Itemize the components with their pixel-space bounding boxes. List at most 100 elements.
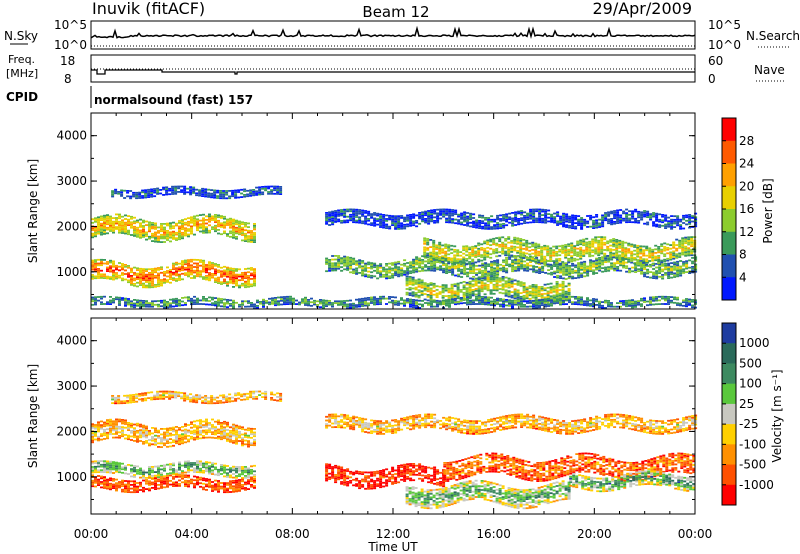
heatmap-cell: [493, 304, 496, 307]
heatmap-cell: [589, 304, 592, 307]
heatmap-cell: [409, 266, 413, 269]
heatmap-cell: [208, 218, 211, 221]
heatmap-cell: [328, 262, 332, 265]
heatmap-cell: [273, 185, 277, 188]
heatmap-cell: [379, 299, 382, 302]
heatmap-cell: [408, 281, 412, 284]
heatmap-cell: [496, 227, 500, 230]
heatmap-cell: [139, 303, 142, 306]
heatmap-cell: [433, 264, 437, 267]
heatmap-cell: [462, 252, 466, 255]
heatmap-cell: [232, 226, 235, 228]
heatmap-cell: [103, 233, 106, 235]
heatmap-cell: [432, 299, 436, 302]
heatmap-cell: [202, 213, 205, 216]
heatmap-cell: [130, 431, 133, 434]
heatmap-cell: [115, 422, 118, 424]
heatmap-cell: [496, 272, 500, 274]
heatmap-cell: [519, 281, 523, 284]
heatmap-cell: [322, 301, 325, 303]
heatmap-cell: [465, 287, 469, 290]
heatmap-cell: [553, 276, 557, 278]
heatmap-cell: [376, 223, 380, 226]
heatmap-cell: [382, 214, 386, 216]
heatmap-cell: [499, 225, 503, 228]
heatmap-cell: [115, 226, 118, 228]
heatmap-cell: [562, 268, 566, 271]
heatmap-cell: [679, 218, 683, 221]
heatmap-cell: [328, 301, 331, 304]
heatmap-cell: [364, 266, 368, 269]
heatmap-cell: [192, 188, 196, 191]
heatmap-cell: [244, 268, 247, 270]
heatmap-cell: [502, 226, 506, 229]
heatmap-cell: [691, 304, 694, 307]
heatmap-cell: [460, 214, 464, 217]
heatmap-cell: [433, 259, 437, 261]
heatmap-cell: [492, 248, 496, 251]
heatmap-cell: [139, 305, 142, 307]
heatmap-cell: [130, 282, 133, 284]
heatmap-cell: [546, 296, 550, 298]
heatmap-cell: [100, 219, 103, 221]
heatmap-cell: [211, 296, 214, 299]
heatmap-cell: [361, 305, 364, 307]
heatmap-cell: [172, 441, 175, 443]
heatmap-cell: [340, 209, 344, 211]
heatmap-cell: [388, 225, 392, 228]
heatmap-cell: [109, 278, 112, 280]
heatmap-cell: [547, 209, 551, 212]
heatmap-cell: [694, 269, 698, 271]
heatmap-cell: [178, 301, 181, 303]
heatmap-cell: [631, 210, 635, 213]
heatmap-cell: [445, 219, 449, 222]
heatmap-cell: [373, 264, 377, 267]
heatmap-cell: [495, 248, 499, 250]
heatmap-cell: [492, 287, 496, 290]
heatmap-cell: [448, 302, 451, 305]
heatmap-cell: [130, 223, 133, 225]
heatmap-cell: [454, 267, 458, 270]
heatmap-cell: [406, 299, 409, 302]
heatmap-cell: [658, 270, 662, 273]
heatmap-cell: [549, 258, 553, 261]
heatmap-cell: [636, 244, 640, 247]
heatmap-cell: [496, 266, 500, 269]
heatmap-cell: [562, 301, 565, 304]
heatmap-cell: [208, 272, 211, 274]
heatmap-cell: [529, 255, 533, 258]
heatmap-cell: [157, 429, 160, 432]
heatmap-cell: [462, 245, 466, 248]
heatmap-cell: [624, 241, 628, 244]
heatmap-cell: [465, 254, 469, 257]
heatmap-cell: [568, 268, 572, 271]
heatmap-cell: [130, 226, 133, 229]
heatmap-cell: [678, 256, 682, 258]
heatmap-cell: [289, 301, 292, 304]
heatmap-cell: [490, 268, 494, 270]
heatmap-cell: [468, 290, 472, 292]
heatmap-cell: [682, 268, 686, 271]
heatmap-cell: [139, 280, 142, 283]
heatmap-cell: [231, 195, 235, 198]
heatmap-cell: [592, 301, 595, 304]
heatmap-cell: [367, 297, 370, 299]
heatmap-cell: [514, 260, 518, 263]
heatmap-cell: [397, 270, 401, 272]
heatmap-cell: [658, 218, 662, 221]
heatmap-cell: [661, 219, 665, 222]
heatmap-cell: [373, 301, 376, 304]
heatmap-cell: [244, 286, 247, 289]
heatmap-cell: [370, 302, 373, 304]
heatmap-cell: [163, 271, 166, 273]
heatmap-cell: [337, 211, 341, 214]
heatmap-cell: [364, 302, 367, 305]
heatmap-cell: [405, 279, 409, 281]
heatmap-cell: [466, 221, 470, 223]
heatmap-cell: [199, 230, 202, 233]
heatmap-cell: [619, 305, 622, 308]
heatmap-cell: [658, 272, 662, 274]
colorbar-tick-label: 8: [739, 248, 747, 262]
heatmap-cell: [166, 233, 169, 236]
heatmap-cell: [364, 273, 368, 276]
